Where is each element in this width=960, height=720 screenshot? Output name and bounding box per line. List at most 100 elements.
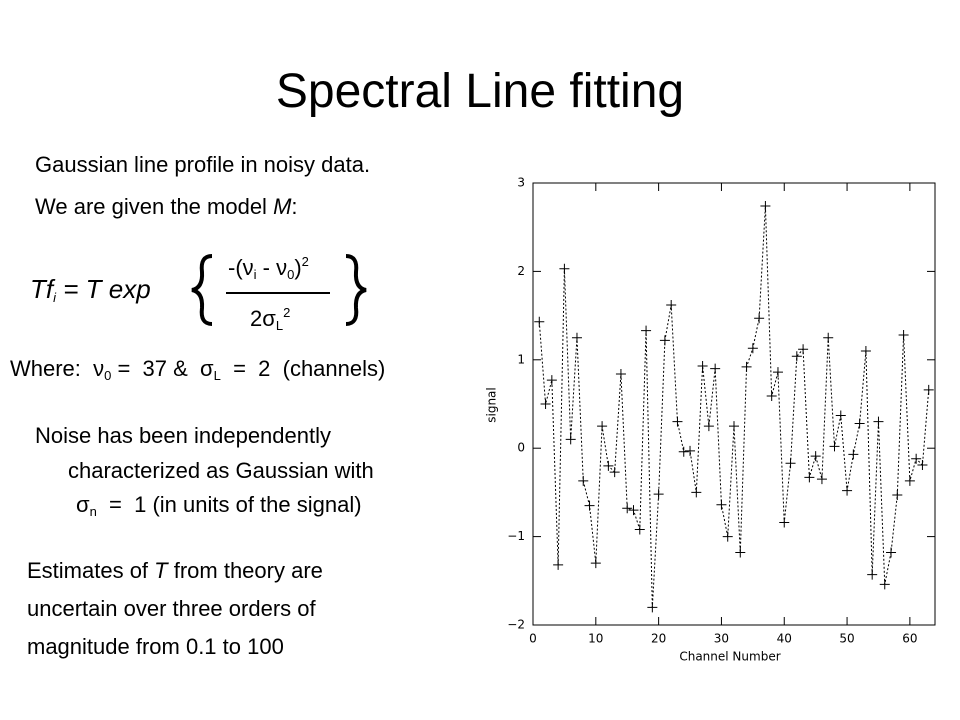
text: T <box>154 558 168 583</box>
data-point <box>641 325 652 336</box>
brace-left <box>191 254 213 326</box>
brace-right <box>345 254 367 326</box>
text: = 2 (channels) <box>220 356 386 381</box>
x-axis-label: Channel Number <box>679 650 780 664</box>
data-point <box>804 472 815 483</box>
data-point <box>628 505 639 516</box>
data-point <box>923 384 934 395</box>
y-tick-label: −1 <box>507 529 525 543</box>
text: L <box>275 318 284 333</box>
y-tick-label: 2 <box>517 264 525 278</box>
data-point <box>553 559 564 570</box>
data-point <box>741 361 752 372</box>
data-point <box>615 368 626 379</box>
data-point <box>659 335 670 346</box>
text: = T exp <box>56 274 151 304</box>
data-line <box>538 205 930 608</box>
data-point <box>785 458 796 469</box>
x-tick-label: 40 <box>777 632 792 646</box>
text: - ν <box>256 255 288 280</box>
data-point <box>848 449 859 460</box>
text: 2 <box>301 254 309 269</box>
data-point <box>584 500 595 511</box>
data-point <box>829 441 840 452</box>
text-line: Where: ν0 = 37 & σL = 2 (channels) <box>10 356 386 383</box>
data-point <box>634 524 645 535</box>
y-axis-label: signal <box>485 387 499 423</box>
text: = 1 (in units of the signal) <box>96 492 362 517</box>
data-point <box>735 547 746 558</box>
data-point <box>722 531 733 542</box>
data-point <box>653 489 664 500</box>
data-point <box>546 375 557 386</box>
text-line: σn = 1 (in units of the signal) <box>76 492 362 519</box>
text-line: characterized as Gaussian with <box>68 458 374 483</box>
text: -(ν <box>228 255 254 280</box>
data-point <box>540 399 551 409</box>
data-point <box>766 391 777 402</box>
data-point <box>609 467 620 478</box>
data-point <box>892 490 903 501</box>
data-point <box>816 474 827 485</box>
slide-title: Spectral Line fitting <box>275 65 685 118</box>
text-line: uncertain over three orders of <box>27 596 316 621</box>
data-point <box>835 410 846 421</box>
data-point <box>691 487 702 498</box>
data-point <box>729 421 739 432</box>
data-point <box>559 263 570 274</box>
text: σ <box>76 492 90 517</box>
data-point <box>823 332 834 343</box>
text: n <box>89 504 97 519</box>
data-point <box>703 421 714 432</box>
data-point <box>772 367 783 378</box>
text: 0 <box>287 267 295 282</box>
x-tick-label: 50 <box>839 632 854 646</box>
data-point <box>578 475 589 486</box>
data-point <box>534 316 545 327</box>
data-point <box>791 351 802 362</box>
data-point <box>854 418 865 429</box>
data-point <box>879 579 890 590</box>
text-line: magnitude from 0.1 to 100 <box>27 634 284 659</box>
data-point <box>597 421 608 432</box>
data-point <box>873 416 884 427</box>
data-point <box>565 434 576 445</box>
text-line: Estimates of T from theory are <box>27 560 323 582</box>
text: from theory are <box>167 558 323 583</box>
text: ) <box>294 255 302 280</box>
plot-frame <box>532 182 936 626</box>
x-tick-label: 30 <box>714 632 729 646</box>
data-point <box>603 460 614 471</box>
x-tick-label: 0 <box>529 632 537 646</box>
data-point <box>754 313 765 324</box>
data-point <box>666 299 677 310</box>
data-point <box>810 451 821 462</box>
data-point <box>716 499 727 510</box>
data-point <box>678 446 689 457</box>
y-tick-label: 3 <box>517 176 525 190</box>
text: 0 <box>104 368 112 383</box>
data-point <box>898 330 909 341</box>
formula-lhs: Tfi = T exp <box>30 276 151 304</box>
y-tick-label: −2 <box>507 618 525 632</box>
data-point <box>917 459 928 470</box>
y-tick-label: 0 <box>517 441 525 455</box>
data-point <box>622 503 633 514</box>
text: : <box>291 194 298 219</box>
data-point <box>904 475 915 486</box>
text: M <box>273 194 292 219</box>
data-point <box>760 200 771 211</box>
text: = 37 & σ <box>111 356 214 381</box>
y-tick-label: 1 <box>517 352 525 366</box>
text: 2σ <box>250 306 276 331</box>
data-point <box>747 343 758 354</box>
text-line: Gaussian line profile in noisy data. <box>35 152 371 177</box>
formula-denominator: 2σL2 <box>250 306 290 332</box>
x-tick-label: 20 <box>651 632 666 646</box>
text-line: Noise has been independently <box>35 423 332 448</box>
data-point <box>590 558 601 569</box>
data-point <box>798 344 809 355</box>
